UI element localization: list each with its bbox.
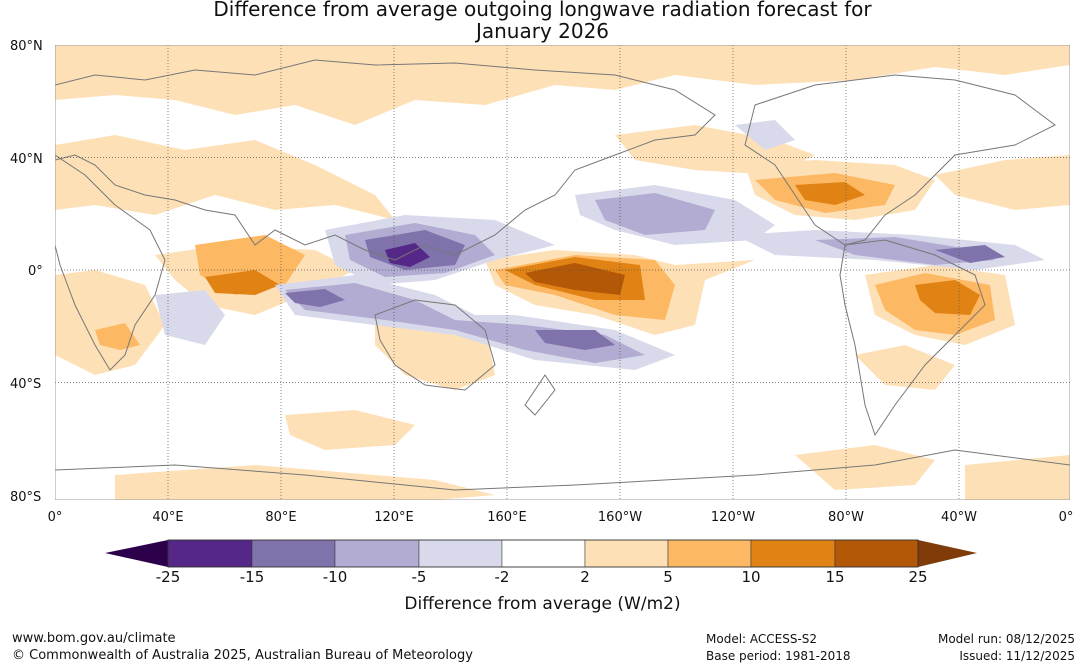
new-zealand-outline (524, 374, 556, 416)
lat-label-80n: 80°N (10, 39, 43, 54)
colorbar-tick: 25 (908, 568, 928, 586)
model-run-date: Model run: 08/12/2025 (937, 632, 1075, 646)
colorbar-segment (667, 539, 752, 568)
copyright-text: © Commonwealth of Australia 2025, Austra… (12, 648, 473, 663)
lon-label-120e: 120°E (374, 510, 414, 525)
eurasia-outline (55, 59, 716, 261)
lon-label-160e: 160°E (487, 510, 527, 525)
colorbar-tick: 15 (825, 568, 845, 586)
lat-label-40n: 40°N (10, 152, 43, 167)
colorbar-tick: 2 (580, 568, 590, 586)
colorbar-segment (501, 539, 586, 568)
coastlines (55, 59, 1070, 491)
colorbar-high-arrow (918, 540, 977, 567)
positive-anomaly-regions (55, 45, 1070, 500)
lon-label-0-west: 0° (47, 510, 63, 525)
colorbar-tick: 5 (663, 568, 673, 586)
lon-label-40e: 40°E (152, 510, 184, 525)
graticule (55, 45, 1070, 500)
lat-label-equator: 0° (28, 264, 43, 279)
colorbar-low-arrow (105, 540, 168, 567)
colorbar-segment (334, 539, 420, 568)
north-america-outline (744, 74, 1056, 246)
lon-label-120w: 120°W (710, 510, 756, 525)
colorbar (105, 539, 977, 568)
colorbar-frame (167, 539, 919, 568)
colorbar-segment (251, 539, 336, 568)
map-title: Difference from average outgoing longwav… (0, 0, 1085, 42)
lat-label-40s: 40°S (10, 377, 42, 392)
colorbar-segment (750, 539, 836, 568)
lon-label-0-east: 0° (1058, 510, 1074, 525)
lon-label-160w: 160°W (597, 510, 643, 525)
colorbar-label: Difference from average (W/m2) (404, 594, 681, 614)
lat-label-80s: 80°S (10, 490, 42, 505)
lon-label-40w: 40°W (941, 510, 977, 525)
lon-label-80w: 80°W (828, 510, 864, 525)
colorbar-tick: 10 (741, 568, 761, 586)
lon-label-80e: 80°E (265, 510, 297, 525)
olr-anomaly-map (55, 45, 1070, 500)
colorbar-tick: -5 (411, 568, 427, 586)
south-america-outline (839, 239, 986, 437)
colorbar-tick: -25 (155, 568, 181, 586)
model-name: Model: ACCESS-S2 (706, 632, 818, 646)
base-period: Base period: 1981-2018 (706, 649, 851, 663)
title-line-2: January 2026 (475, 19, 610, 43)
title-line-1: Difference from average outgoing longwav… (213, 0, 872, 21)
colorbar-tick: -15 (239, 568, 265, 586)
colorbar-segment (418, 539, 503, 568)
colorbar-segment (834, 539, 919, 568)
colorbar-segment (167, 539, 253, 568)
colorbar-segment (584, 539, 669, 568)
africa-outline (55, 154, 166, 371)
australia-outline (374, 299, 496, 391)
website-link[interactable]: www.bom.gov.au/climate (12, 631, 176, 646)
colorbar-tick: -10 (322, 568, 348, 586)
colorbar-tick: -2 (494, 568, 510, 586)
antarctica-outline (55, 449, 1070, 491)
issued-date: Issued: 11/12/2025 (959, 649, 1075, 663)
